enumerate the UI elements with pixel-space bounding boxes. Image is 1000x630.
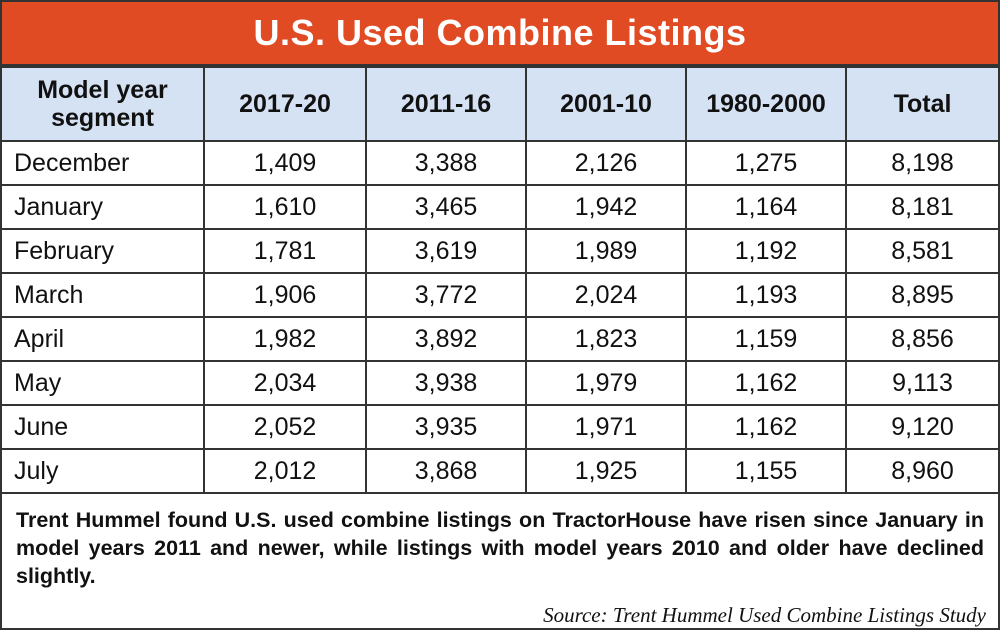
table-row: February 1,781 3,619 1,989 1,192 8,581 <box>2 228 998 274</box>
footnote-text: Trent Hummel found U.S. used combine lis… <box>16 508 984 588</box>
column-header-total: Total <box>845 66 998 142</box>
value-2011-16: 3,938 <box>365 360 527 406</box>
month-cell: March <box>2 272 205 318</box>
value-2017-20: 2,052 <box>203 404 367 450</box>
value-total: 9,113 <box>845 360 998 406</box>
value-2001-10: 1,823 <box>525 316 687 362</box>
value-2017-20: 1,781 <box>203 228 367 274</box>
footnote-box: Trent Hummel found U.S. used combine lis… <box>2 492 998 630</box>
value-2001-10: 1,925 <box>525 448 687 494</box>
chart-title: U.S. Used Combine Listings <box>253 12 747 53</box>
value-2017-20: 1,906 <box>203 272 367 318</box>
value-2001-10: 2,126 <box>525 140 687 186</box>
value-2001-10: 2,024 <box>525 272 687 318</box>
table-row: January 1,610 3,465 1,942 1,164 8,181 <box>2 184 998 230</box>
table-row: May 2,034 3,938 1,979 1,162 9,113 <box>2 360 998 406</box>
value-2011-16: 3,868 <box>365 448 527 494</box>
value-2011-16: 3,388 <box>365 140 527 186</box>
value-total: 8,181 <box>845 184 998 230</box>
value-2017-20: 1,982 <box>203 316 367 362</box>
value-total: 8,856 <box>845 316 998 362</box>
month-cell: December <box>2 140 205 186</box>
value-2017-20: 2,034 <box>203 360 367 406</box>
source-credit: Source: Trent Hummel Used Combine Listin… <box>543 603 986 627</box>
month-cell: July <box>2 448 205 494</box>
header-row: Model year segment 2017-20 2011-16 2001-… <box>2 66 998 142</box>
value-2011-16: 3,892 <box>365 316 527 362</box>
value-2001-10: 1,989 <box>525 228 687 274</box>
value-2011-16: 3,772 <box>365 272 527 318</box>
value-2017-20: 1,409 <box>203 140 367 186</box>
value-1980-2000: 1,193 <box>685 272 847 318</box>
column-header-2011-16: 2011-16 <box>365 66 527 142</box>
value-2011-16: 3,935 <box>365 404 527 450</box>
value-total: 8,581 <box>845 228 998 274</box>
table-row: March 1,906 3,772 2,024 1,193 8,895 <box>2 272 998 318</box>
value-1980-2000: 1,155 <box>685 448 847 494</box>
value-2011-16: 3,465 <box>365 184 527 230</box>
value-2017-20: 1,610 <box>203 184 367 230</box>
table-row: June 2,052 3,935 1,971 1,162 9,120 <box>2 404 998 450</box>
column-header-2017-20: 2017-20 <box>203 66 367 142</box>
month-cell: January <box>2 184 205 230</box>
value-1980-2000: 1,159 <box>685 316 847 362</box>
month-cell: April <box>2 316 205 362</box>
value-1980-2000: 1,275 <box>685 140 847 186</box>
value-2001-10: 1,979 <box>525 360 687 406</box>
table-row: April 1,982 3,892 1,823 1,159 8,856 <box>2 316 998 362</box>
value-total: 8,198 <box>845 140 998 186</box>
value-total: 8,895 <box>845 272 998 318</box>
table-row: July 2,012 3,868 1,925 1,155 8,960 <box>2 448 998 494</box>
value-total: 9,120 <box>845 404 998 450</box>
month-cell: June <box>2 404 205 450</box>
column-header-segment: Model year segment <box>2 66 205 142</box>
column-header-2001-10: 2001-10 <box>525 66 687 142</box>
value-2001-10: 1,971 <box>525 404 687 450</box>
title-bar: U.S. Used Combine Listings <box>2 2 998 66</box>
table-body: December 1,409 3,388 2,126 1,275 8,198 January… <box>2 140 998 494</box>
value-1980-2000: 1,162 <box>685 360 847 406</box>
value-2001-10: 1,942 <box>525 184 687 230</box>
value-total: 8,960 <box>845 448 998 494</box>
month-cell: May <box>2 360 205 406</box>
listings-table: Model year segment 2017-20 2011-16 2001-… <box>2 66 998 494</box>
value-1980-2000: 1,162 <box>685 404 847 450</box>
value-2011-16: 3,619 <box>365 228 527 274</box>
column-header-1980-2000: 1980-2000 <box>685 66 847 142</box>
value-2017-20: 2,012 <box>203 448 367 494</box>
value-1980-2000: 1,164 <box>685 184 847 230</box>
table-row: December 1,409 3,388 2,126 1,275 8,198 <box>2 140 998 186</box>
month-cell: February <box>2 228 205 274</box>
value-1980-2000: 1,192 <box>685 228 847 274</box>
